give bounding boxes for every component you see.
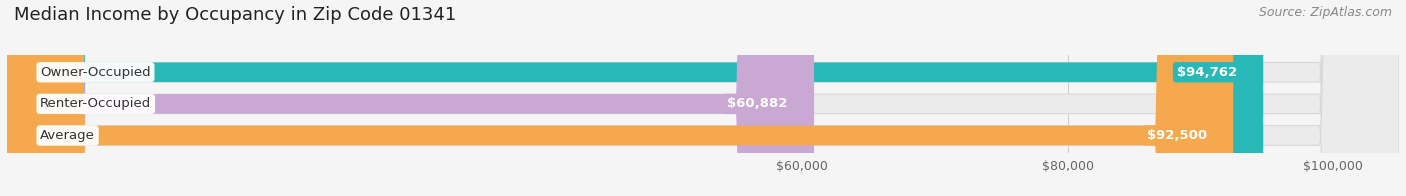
Text: Owner-Occupied: Owner-Occupied	[41, 66, 150, 79]
Text: Source: ZipAtlas.com: Source: ZipAtlas.com	[1258, 6, 1392, 19]
Text: Renter-Occupied: Renter-Occupied	[41, 97, 152, 110]
FancyBboxPatch shape	[7, 0, 1399, 196]
Text: $60,882: $60,882	[727, 97, 787, 110]
FancyBboxPatch shape	[7, 0, 1263, 196]
Text: $94,762: $94,762	[1177, 66, 1237, 79]
FancyBboxPatch shape	[7, 0, 814, 196]
Text: Average: Average	[41, 129, 96, 142]
FancyBboxPatch shape	[7, 0, 1399, 196]
FancyBboxPatch shape	[7, 0, 1399, 196]
FancyBboxPatch shape	[7, 0, 1233, 196]
Text: $92,500: $92,500	[1147, 129, 1206, 142]
Text: Median Income by Occupancy in Zip Code 01341: Median Income by Occupancy in Zip Code 0…	[14, 6, 457, 24]
